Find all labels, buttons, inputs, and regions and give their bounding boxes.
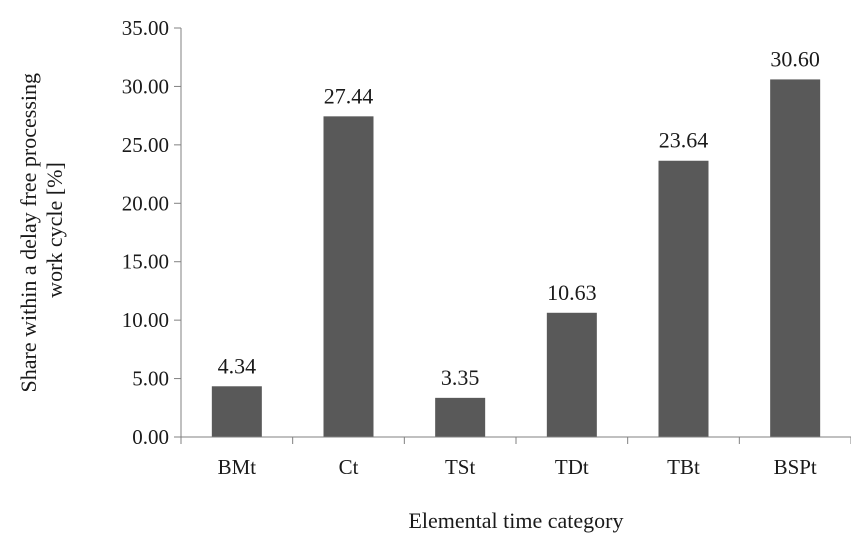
data-label-bmt: 4.34: [218, 353, 257, 378]
x-category-label-tst: TSt: [445, 455, 476, 479]
y-axis-title-line-1: Share within a delay free processing: [16, 73, 41, 393]
bar-bspt: [770, 79, 821, 437]
y-tick-label: 20.00: [122, 191, 169, 215]
x-category-label-tdt: TDt: [555, 455, 589, 479]
bar-tbt: [658, 160, 709, 438]
y-axis-title: Share within a delay free processing wor…: [16, 68, 67, 393]
y-axis-title-line-2: work cycle [%]: [42, 162, 67, 298]
data-label-bspt: 30.60: [770, 46, 820, 71]
x-category-label-bmt: BMt: [218, 455, 257, 479]
bar-tst: [435, 397, 486, 437]
y-tick-label: 30.00: [122, 74, 169, 98]
data-label-tbt: 23.64: [659, 128, 709, 153]
data-label-tdt: 10.63: [547, 280, 597, 305]
x-category-label-tbt: TBt: [667, 455, 700, 479]
x-category-label-ct: Ct: [339, 455, 359, 479]
y-tick-label: 0.00: [132, 425, 169, 449]
x-category-label-bspt: BSPt: [774, 455, 817, 479]
y-tick-label: 35.00: [122, 16, 169, 40]
y-tick-label: 25.00: [122, 133, 169, 157]
x-axis-title: Elemental time category: [408, 508, 623, 533]
data-labels: 4.34 27.44 3.35 10.63 23.64 30.60: [218, 46, 820, 389]
bar-bmt: [211, 386, 262, 437]
x-axis-ticks: BMt Ct TSt TDt TBt BSPt: [180, 437, 851, 479]
bar-ct: [323, 116, 374, 438]
y-tick-label: 15.00: [122, 250, 169, 274]
y-axis-ticks: 0.00 5.00 10.00 15.00 20.00 25.00 30.00 35.00: [122, 16, 181, 449]
data-label-ct: 27.44: [324, 83, 374, 108]
bar-tdt: [546, 312, 597, 437]
y-tick-label: 10.00: [122, 308, 169, 332]
y-tick-label: 5.00: [132, 367, 169, 391]
data-label-tst: 3.35: [441, 365, 480, 390]
bars: [211, 79, 821, 438]
